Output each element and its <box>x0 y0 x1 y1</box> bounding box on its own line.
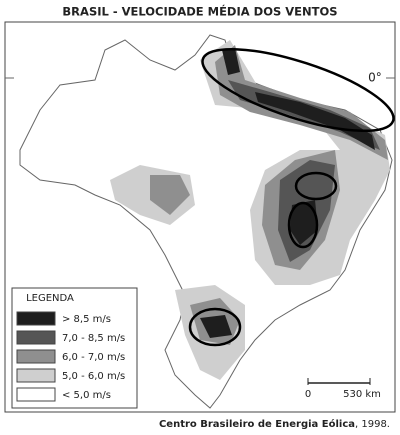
legend-title: LEGENDA <box>26 293 74 304</box>
scale-end: 530 km <box>343 389 381 400</box>
scale-start: 0 <box>305 389 311 400</box>
legend-swatch <box>16 387 56 402</box>
brazil-outline <box>19 34 393 409</box>
legend: LEGENDA > 8,5 m/s 7,0 - 8,5 m/s 6,0 - 7,0 … <box>11 287 138 409</box>
source-year: , 1998. <box>355 419 390 430</box>
legend-swatch <box>16 311 56 326</box>
legend-label: 6,0 - 7,0 m/s <box>62 352 125 363</box>
legend-swatch <box>16 368 56 383</box>
highlight-ring <box>294 171 338 201</box>
legend-label: 7,0 - 8,5 m/s <box>62 333 125 344</box>
legend-label: 5,0 - 6,0 m/s <box>62 371 125 382</box>
highlight-ring <box>188 307 242 347</box>
region-darkest <box>255 92 375 150</box>
highlight-ring <box>287 201 319 249</box>
title: BRASIL - VELOCIDADE MÉDIA DOS VENTOS <box>62 4 337 19</box>
scale-bar: 0 530 km <box>305 378 381 400</box>
region-darkest <box>222 48 240 75</box>
highlight-ring <box>201 47 395 133</box>
legend-swatch <box>16 349 56 364</box>
map-shapes <box>19 34 395 409</box>
legend-label: > 8,5 m/s <box>62 314 111 325</box>
source: Centro Brasileiro de Energia Eólica, 199… <box>159 418 390 430</box>
legend-swatch <box>16 330 56 345</box>
source-name: Centro Brasileiro de Energia Eólica <box>159 418 355 430</box>
frame <box>4 21 396 413</box>
region-mid <box>150 175 190 215</box>
equator-label: 0° <box>368 71 382 85</box>
region-darkest <box>200 315 232 338</box>
region-darkest <box>290 200 318 245</box>
legend-label: < 5,0 m/s <box>62 390 111 401</box>
